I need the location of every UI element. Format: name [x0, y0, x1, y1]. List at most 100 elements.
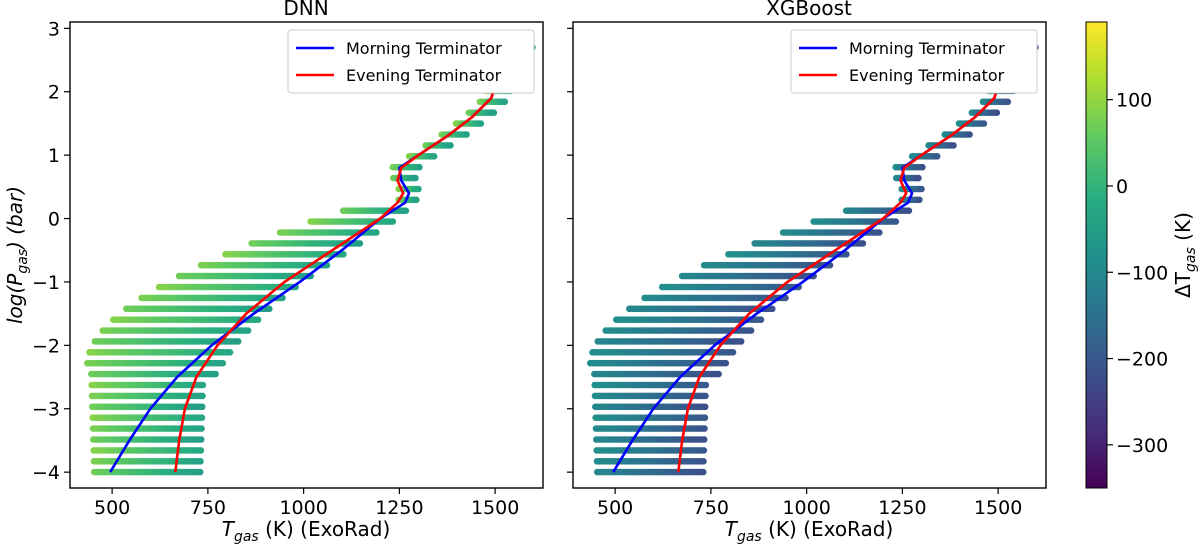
xgboost-legend-evening-label: Evening Terminator [849, 66, 1005, 85]
scatter-point [413, 196, 420, 204]
dnn-x-axis-label: Tgas (K) (ExoRad) [222, 517, 391, 545]
scatter-point [722, 359, 730, 367]
dnn-axes-frame [69, 21, 544, 489]
x-tick-label: 1250 [878, 497, 926, 519]
xgboost-panel-title: XGBoost [766, 0, 852, 20]
scatter-point [843, 251, 850, 258]
x-tick-label: 1250 [375, 497, 423, 519]
panel-xgboost: 500 750 1000 1250 1500 XGBoost Tgas (K) (Exo… [567, 0, 1047, 545]
scatter-point [219, 359, 227, 367]
scatter-point [747, 327, 755, 334]
scatter-point [477, 120, 485, 127]
xgboost-legend: Morning Terminator Evening Terminator [790, 29, 1038, 94]
dnn-legend-box [287, 29, 535, 94]
scatter-point [699, 468, 707, 476]
scatter-point [918, 185, 925, 193]
y-tick-label: −2 [32, 335, 60, 357]
xgboost-x-axis-label: Tgas (K) (ExoRad) [725, 517, 894, 545]
xgboost-axes-frame [572, 21, 1047, 489]
scatter-point [700, 436, 708, 443]
scatter-point [373, 229, 380, 236]
dnn-panel-title: DNN [283, 0, 328, 20]
scatter-point [430, 153, 438, 160]
scatter-point [980, 120, 988, 127]
scatter-point [197, 447, 205, 454]
y-tick-label: −4 [32, 462, 60, 484]
x-tick-label: 750 [693, 497, 729, 519]
scatter-point [737, 338, 745, 345]
colorbar-tick-label: −100 [1116, 262, 1168, 284]
scatter-point [966, 131, 973, 138]
scatter-point [254, 316, 262, 324]
scatter-point [356, 240, 364, 247]
y-tick-label: −3 [32, 399, 60, 421]
scatter-point [196, 468, 204, 476]
scatter-point [198, 403, 206, 411]
scatter-point [757, 316, 765, 324]
x-tick-label: 500 [94, 497, 130, 519]
x-tick-label: 1000 [279, 497, 327, 519]
scatter-point [700, 458, 707, 465]
scatter-point [933, 153, 941, 160]
scatter-point [412, 174, 419, 182]
scatter-point [226, 349, 234, 356]
colorbar-tick-label: −200 [1116, 349, 1168, 371]
scatter-point [501, 98, 509, 106]
scatter-point [919, 163, 926, 171]
y-tick-label: −1 [32, 272, 60, 294]
xgboost-legend-box [790, 29, 1038, 94]
evening-terminator-line [677, 39, 1034, 473]
y-tick-label: 0 [48, 209, 60, 231]
scatter-point [198, 425, 205, 432]
xgboost-ticks: 500 750 1000 1250 1500 [567, 27, 1022, 519]
scatter-point [199, 381, 207, 389]
scatter-point [892, 218, 900, 225]
colorbar-gradient [1085, 21, 1108, 489]
scatter-point [950, 142, 957, 149]
scatter-point [198, 414, 206, 422]
scatter-point [402, 207, 410, 214]
colorbar-label: ΔTgas (K) [1171, 212, 1199, 298]
scatter-point [340, 251, 347, 258]
scatter-point [244, 327, 252, 334]
scatter-point [266, 305, 273, 313]
scatter-point [701, 414, 709, 422]
scatter-point [212, 370, 219, 378]
scatter-point [916, 196, 923, 204]
scatter-point [915, 174, 922, 182]
dnn-legend-evening-label: Evening Terminator [346, 66, 502, 85]
dnn-legend-morning-label: Morning Terminator [346, 39, 502, 58]
x-tick-label: 750 [190, 497, 226, 519]
x-tick-label: 500 [597, 497, 633, 519]
scatter-point [715, 370, 722, 378]
scatter-point [1004, 98, 1012, 106]
scatter-point [701, 425, 708, 432]
scatter-point [415, 185, 422, 193]
scatter-point [700, 447, 708, 454]
scatter-point [463, 131, 470, 138]
scatter-point [859, 240, 867, 247]
scatter-point [197, 436, 205, 443]
scatter-point [993, 109, 1001, 116]
colorbar: 100 0 −100 −200 −300 ΔTgas (K) [1085, 21, 1199, 489]
xgboost-legend-morning-label: Morning Terminator [849, 39, 1005, 58]
scatter-point [701, 403, 709, 411]
dnn-legend: Morning Terminator Evening Terminator [287, 29, 535, 94]
colorbar-tick-label: 0 [1116, 176, 1128, 198]
scatter-point [729, 349, 737, 356]
evening-terminator-line [174, 39, 531, 473]
scatter-point [769, 305, 776, 313]
scatter-point [199, 392, 206, 400]
colorbar-ticks: 100 0 −100 −200 −300 [1107, 90, 1168, 457]
x-tick-label: 1500 [471, 497, 519, 519]
scatter-point [876, 229, 883, 236]
scatter-point [416, 163, 423, 171]
scatter-point [702, 381, 710, 389]
scatter-point [389, 218, 397, 225]
scatter-point [447, 142, 454, 149]
dnn-ticks: 500 750 1000 1250 1500 −4 −3 −2 −1 0 1 2 3 [32, 18, 519, 519]
y-tick-label: 2 [48, 82, 60, 104]
dnn-plot-data [84, 39, 536, 476]
x-tick-label: 1000 [782, 497, 830, 519]
